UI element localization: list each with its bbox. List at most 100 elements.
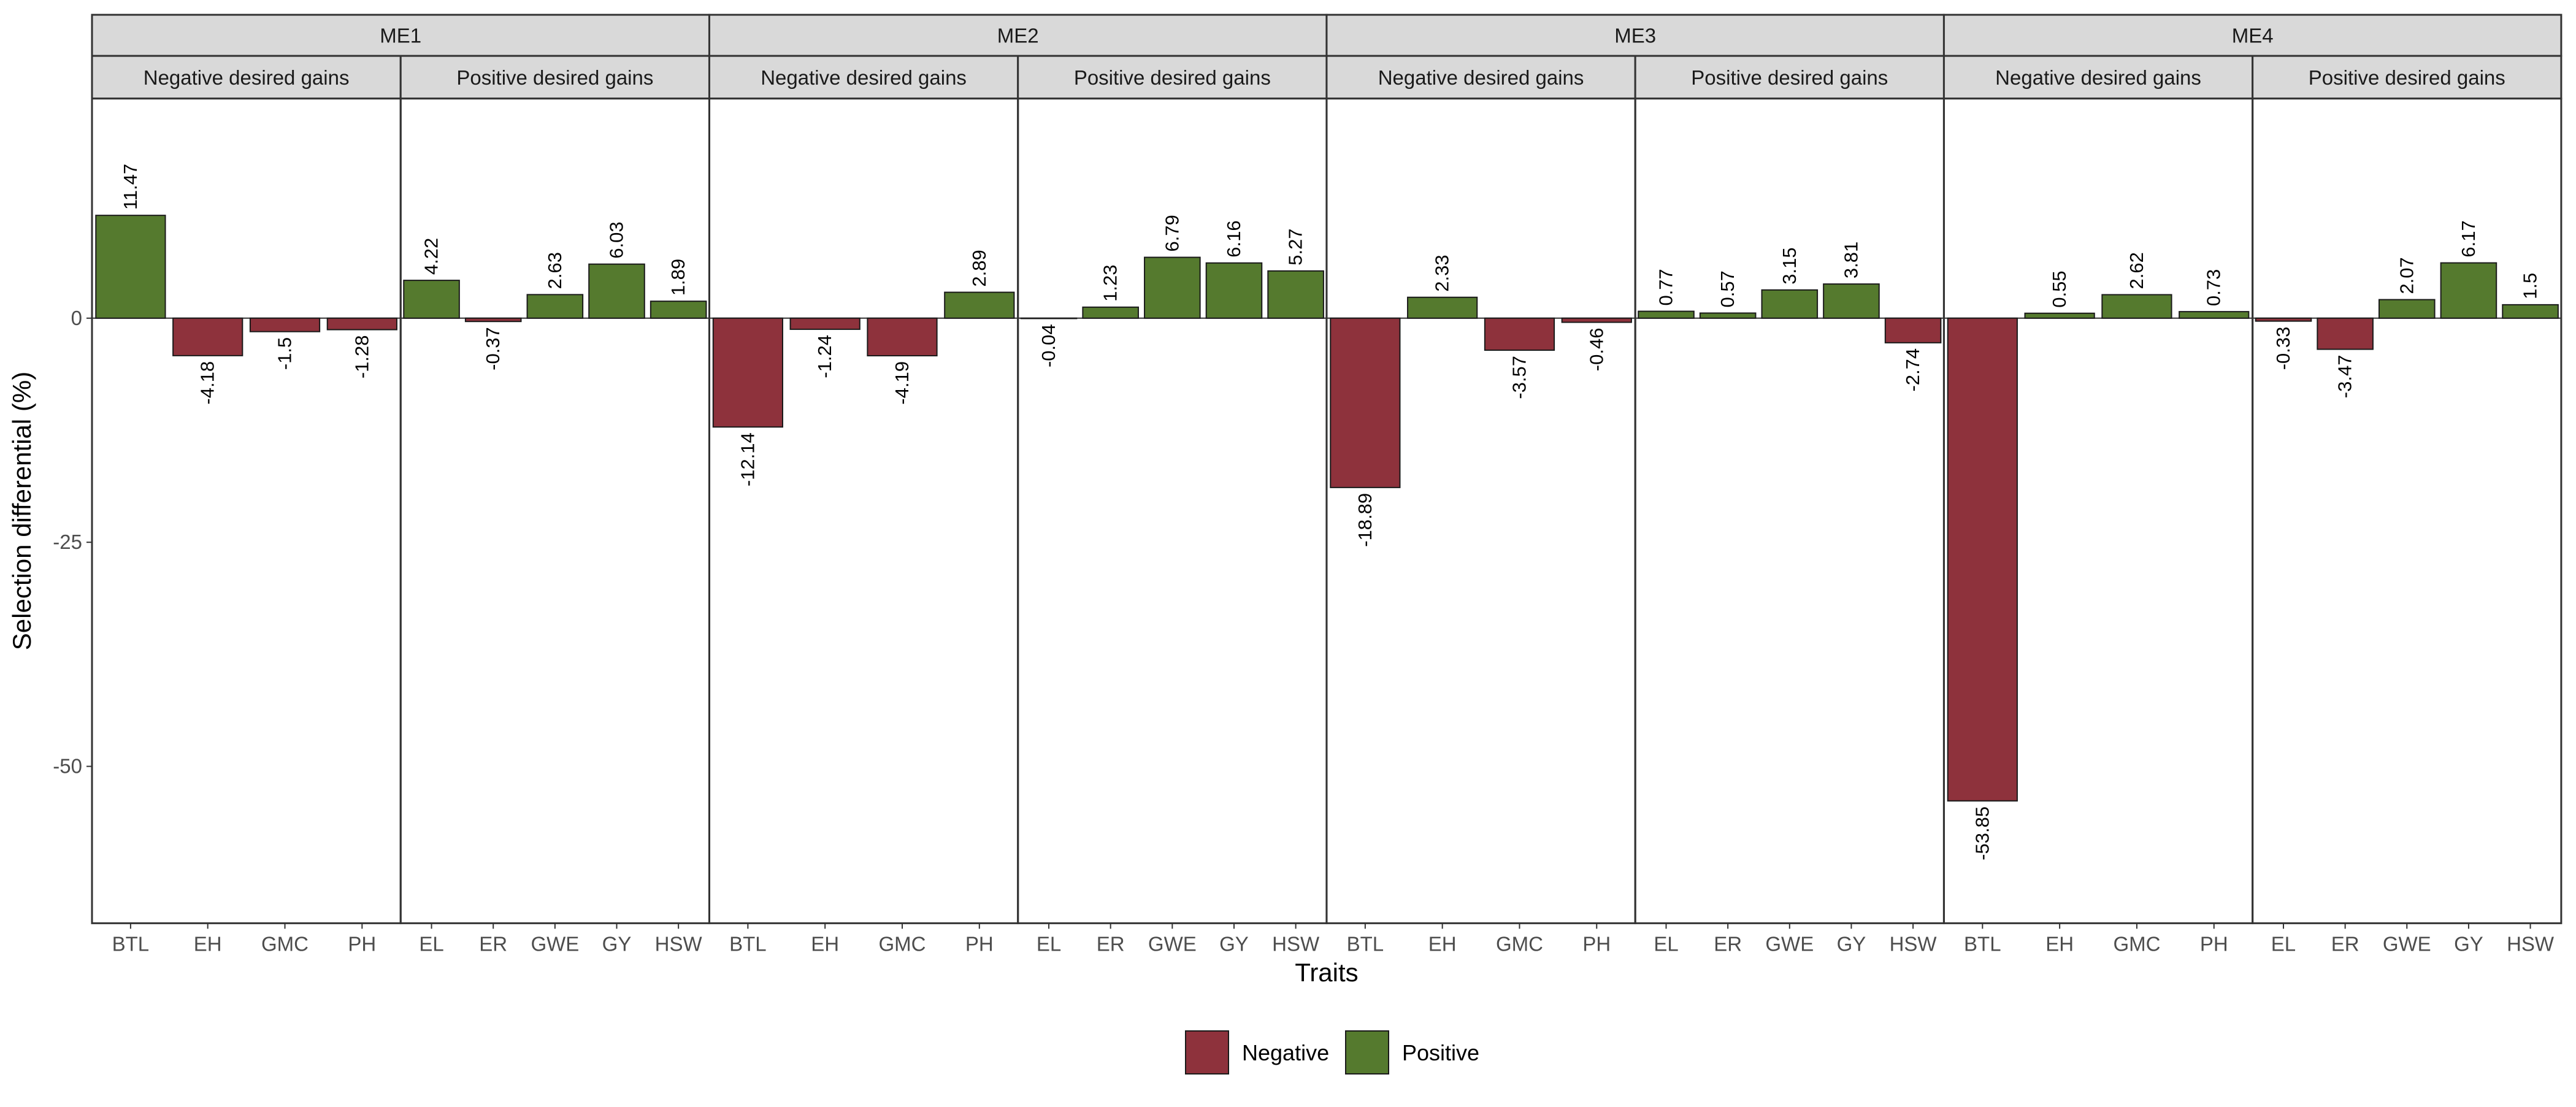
- x-tick-label: EH: [811, 932, 839, 955]
- x-tick-label: PH: [2200, 932, 2228, 955]
- bar: [526, 294, 584, 319]
- data-label: -0.37: [482, 327, 504, 370]
- bar: [326, 317, 397, 331]
- data-label: 2.62: [2126, 252, 2147, 289]
- x-tick-label: GMC: [1496, 932, 1543, 955]
- bar: [2179, 311, 2250, 319]
- x-tick-label: GWE: [1765, 932, 1814, 955]
- data-label: -3.47: [2334, 355, 2356, 399]
- bar: [1484, 317, 1555, 351]
- data-label: 6.79: [1161, 215, 1183, 251]
- data-label: 2.07: [2396, 257, 2417, 294]
- data-label: 6.17: [2458, 220, 2479, 257]
- x-tick-label: GY: [1219, 932, 1249, 955]
- group-strip-label: Negative desired gains: [761, 66, 967, 89]
- group-strip-label: Positive desired gains: [1074, 66, 1271, 89]
- data-label: -4.19: [891, 361, 913, 405]
- group-strip: [2252, 55, 2563, 100]
- bar: [2317, 317, 2374, 350]
- data-label: 1.5: [2520, 273, 2541, 299]
- env-strip-label: ME2: [997, 25, 1039, 47]
- bar: [1699, 312, 1757, 319]
- bar: [1082, 306, 1139, 319]
- bar: [2502, 304, 2559, 319]
- bar: [588, 263, 645, 319]
- x-tick-label: BTL: [112, 932, 150, 955]
- group-strip-label: Negative desired gains: [144, 66, 350, 89]
- bar: [1884, 317, 1942, 343]
- env-strip-label: ME3: [1614, 25, 1656, 47]
- x-tick-label: EH: [2045, 932, 2074, 955]
- x-axis-title: Traits: [1295, 958, 1358, 987]
- x-tick-label: HSW: [1272, 932, 1320, 955]
- bar: [1144, 256, 1201, 319]
- group-strip-label: Negative desired gains: [1995, 66, 2201, 89]
- bar: [1205, 262, 1263, 319]
- x-tick-label: PH: [348, 932, 376, 955]
- panel-border: [2252, 98, 2563, 924]
- data-label: -1.5: [274, 337, 296, 370]
- bar: [403, 280, 460, 319]
- group-strip-label: Negative desired gains: [1378, 66, 1584, 89]
- group-strip: [1325, 55, 1636, 100]
- bar: [2440, 262, 2497, 319]
- bar: [2101, 294, 2172, 319]
- panel-background: [401, 98, 710, 924]
- data-label: -53.85: [1971, 806, 1993, 860]
- bar: [789, 317, 861, 330]
- legend-label-negative: Negative: [1242, 1040, 1329, 1065]
- bar: [1638, 310, 1695, 319]
- group-strip-label: Positive desired gains: [2309, 66, 2505, 89]
- x-tick-label: HSW: [1890, 932, 1938, 955]
- y-tick-label: 0: [71, 307, 82, 329]
- panel-background: [1326, 98, 1636, 924]
- group-strip-label: Positive desired gains: [1691, 66, 1888, 89]
- data-label: 6.16: [1223, 220, 1244, 257]
- x-tick-label: GWE: [531, 932, 579, 955]
- bar: [867, 317, 938, 357]
- legend-swatch-positive: [1345, 1030, 1389, 1074]
- legend-swatch-negative: [1185, 1030, 1229, 1074]
- env-strip-label: ME4: [2232, 25, 2274, 47]
- bar: [650, 301, 707, 319]
- x-tick-label: BTL: [1964, 932, 2001, 955]
- env-strip: [1942, 13, 2563, 57]
- data-label: -4.18: [197, 361, 218, 405]
- x-tick-label: PH: [1582, 932, 1611, 955]
- x-tick-label: EL: [419, 932, 443, 955]
- legend-label-positive: Positive: [1402, 1040, 1479, 1065]
- data-label: 3.81: [1840, 242, 1861, 278]
- x-tick-label: EL: [1654, 932, 1678, 955]
- data-label: -0.33: [2272, 327, 2294, 370]
- data-label: -12.14: [737, 432, 758, 486]
- bar: [1561, 317, 1632, 323]
- data-label: 2.33: [1432, 255, 1453, 291]
- bar: [1330, 317, 1401, 488]
- bar: [1823, 283, 1880, 319]
- data-label: 3.15: [1779, 247, 1800, 284]
- data-label: 0.57: [1717, 270, 1738, 307]
- env-strip: [1325, 13, 1945, 57]
- data-label: 1.23: [1100, 264, 1121, 301]
- x-tick-label: GWE: [2383, 932, 2431, 955]
- env-strip: [708, 13, 1328, 57]
- x-tick-label: BTL: [1347, 932, 1384, 955]
- bar: [1267, 270, 1324, 319]
- data-label: 4.22: [421, 238, 442, 275]
- panel-background: [2252, 98, 2561, 924]
- env-strip: [91, 13, 710, 57]
- bar: [95, 215, 166, 319]
- x-tick-label: ER: [1714, 932, 1742, 955]
- x-tick-label: GY: [2454, 932, 2483, 955]
- x-tick-label: GMC: [261, 932, 309, 955]
- data-label: 2.63: [544, 252, 565, 289]
- x-tick-label: EH: [194, 932, 222, 955]
- data-label: -18.89: [1354, 493, 1376, 547]
- bar: [172, 317, 243, 356]
- x-tick-label: BTL: [729, 932, 767, 955]
- bar: [2255, 317, 2312, 322]
- bar: [464, 317, 522, 323]
- panel-background: [1635, 98, 1944, 924]
